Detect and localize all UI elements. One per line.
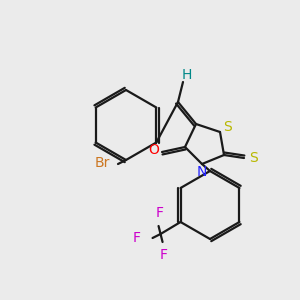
Text: F: F <box>133 231 141 245</box>
Text: F: F <box>156 206 164 220</box>
Text: Br: Br <box>94 156 110 170</box>
Text: S: S <box>249 151 257 165</box>
Text: S: S <box>224 120 232 134</box>
Text: F: F <box>160 248 168 262</box>
Text: N: N <box>197 165 207 179</box>
Text: O: O <box>148 143 159 157</box>
Text: H: H <box>182 68 192 82</box>
